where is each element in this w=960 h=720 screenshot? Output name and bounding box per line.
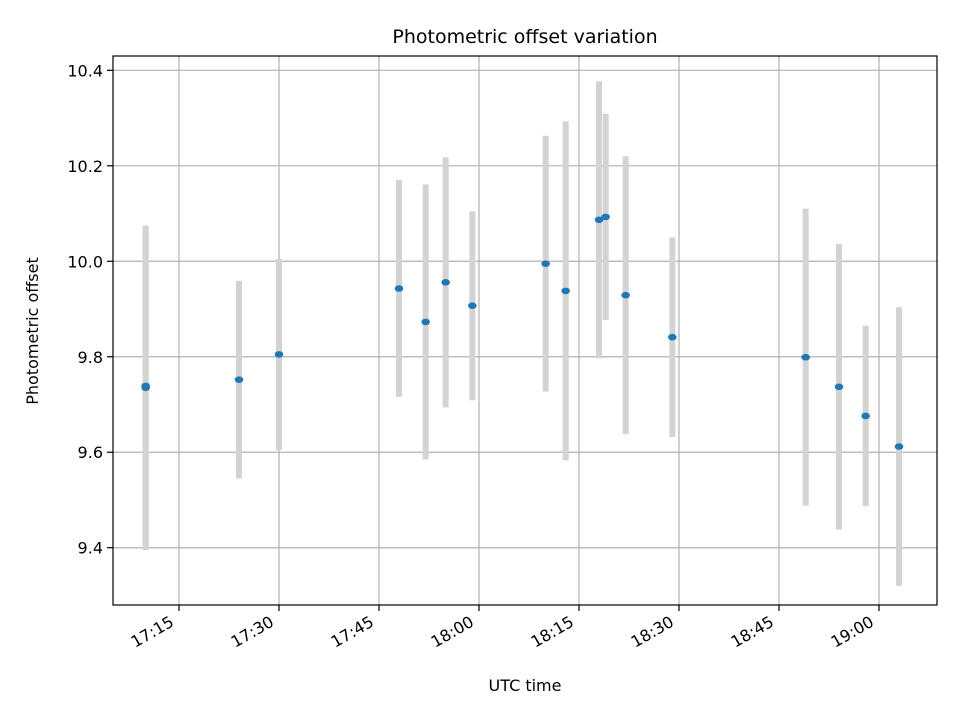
data-point bbox=[601, 213, 610, 221]
data-point bbox=[468, 302, 477, 309]
data-point bbox=[594, 216, 604, 224]
x-axis-title: UTC time bbox=[489, 676, 562, 695]
data-point bbox=[894, 443, 904, 450]
data-point bbox=[234, 376, 244, 383]
y-tick-label: 10.4 bbox=[67, 61, 103, 80]
data-point bbox=[801, 353, 810, 361]
plot-frame bbox=[112, 55, 938, 606]
y-tick-label: 9.6 bbox=[78, 443, 103, 462]
data-point bbox=[834, 383, 844, 391]
data-point bbox=[274, 351, 284, 358]
y-tick-label: 10.2 bbox=[67, 157, 103, 176]
y-axis: 9.4 9.6 9.8 10.0 10.2 10.4 bbox=[67, 61, 113, 558]
data-point bbox=[441, 278, 450, 286]
chart-title: Photometric offset variation bbox=[392, 26, 657, 48]
data-point bbox=[141, 382, 150, 390]
y-axis-title: Photometric offset bbox=[23, 257, 42, 405]
data-point bbox=[621, 291, 630, 299]
data-point bbox=[668, 333, 677, 341]
data-point bbox=[541, 260, 550, 267]
grid bbox=[113, 56, 937, 605]
data-point bbox=[561, 287, 570, 295]
y-tick-label: 9.4 bbox=[78, 539, 103, 558]
data-points bbox=[141, 213, 904, 450]
y-tick-label: 10.0 bbox=[67, 252, 103, 271]
y-tick-label: 9.8 bbox=[78, 348, 103, 367]
data-point bbox=[421, 318, 430, 326]
data-point bbox=[394, 285, 404, 292]
data-point bbox=[861, 412, 870, 420]
